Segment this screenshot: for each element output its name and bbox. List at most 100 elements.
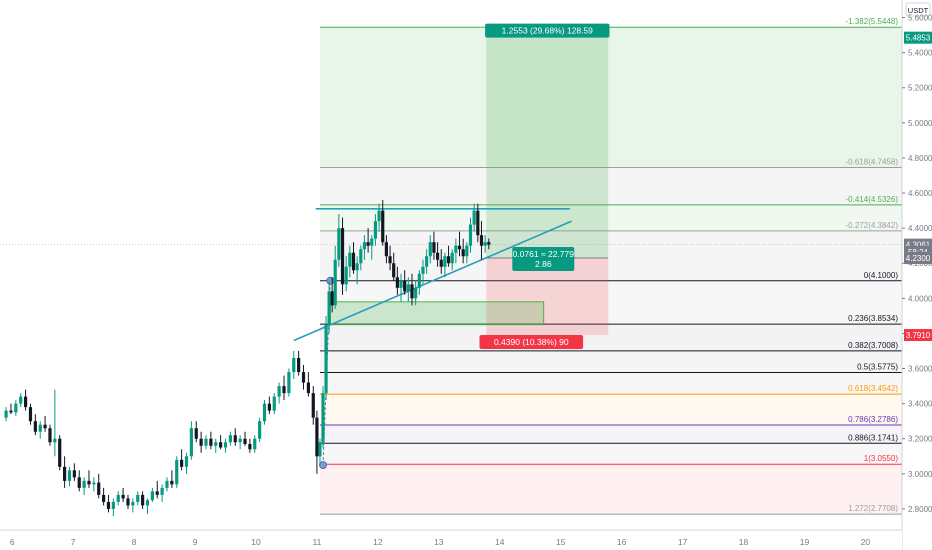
candle-body — [23, 396, 28, 408]
fib-zone — [319, 372, 903, 395]
candle-body — [204, 438, 208, 446]
fib-zone — [319, 443, 903, 465]
candle-body — [384, 242, 388, 257]
candle-body — [238, 438, 242, 443]
candle-body — [414, 287, 418, 299]
candle-body — [223, 442, 228, 448]
price-tick-label: 4.8000 — [908, 154, 932, 163]
candle-body — [72, 470, 76, 478]
time-tick-label: 12 — [373, 537, 383, 547]
time-tick-label: 18 — [739, 537, 749, 547]
candle-body — [175, 459, 179, 485]
candle-body — [184, 456, 189, 467]
entry-label: 0.0761 ≈ 22.779 — [513, 249, 575, 259]
candle-body — [189, 428, 193, 457]
candle-body — [53, 438, 57, 443]
price-tick-label: 5.4000 — [908, 49, 932, 58]
candle-body — [355, 263, 359, 271]
trend-drawings[interactable] — [293, 208, 572, 470]
candle-body — [327, 291, 331, 325]
candle-body — [102, 494, 106, 502]
candle-body — [272, 396, 276, 411]
fib-level-label: 0.5(3.5775) — [857, 362, 898, 371]
candle-body — [228, 435, 232, 443]
candle-body — [395, 277, 399, 288]
fib-zone — [319, 230, 903, 281]
candle-body — [483, 242, 487, 246]
time-tick-label: 6 — [10, 537, 15, 547]
fib-level-label: 0.786(3.2786) — [848, 415, 898, 424]
price-tick-label: 5.0000 — [908, 119, 932, 128]
candle-body — [194, 428, 198, 439]
candle-body — [421, 266, 425, 274]
time-axis[interactable]: 6 7 8 9 10 11 12 13 14 15 16 17 18 19 20 — [0, 529, 902, 550]
fibonacci-zone-fills — [319, 27, 903, 515]
fib-zone — [319, 424, 903, 444]
candle-body — [150, 491, 154, 501]
fibonacci-retracement[interactable]: -1.382(5.5448) -0.618(4.7458) -0.414(4.532… — [319, 17, 902, 515]
candle-body — [392, 263, 396, 278]
price-tick-label: 3.6000 — [908, 365, 932, 374]
price-axis-bg — [902, 0, 932, 550]
fib-level-label: -0.414(4.5326) — [846, 195, 899, 204]
fib-level-label: 1.272(2.7708) — [848, 504, 898, 513]
time-tick-label: 19 — [800, 537, 810, 547]
candle-body — [106, 501, 111, 509]
target-label: 1.2553 (29.68%) 128.59 — [502, 26, 593, 36]
candle-body — [4, 410, 8, 418]
candle-body — [292, 358, 296, 373]
long-position-tool[interactable] — [486, 37, 609, 336]
target-label-bg — [485, 23, 610, 38]
price-label-bg — [904, 329, 932, 342]
candle-body — [465, 245, 469, 257]
candle-body — [362, 242, 367, 250]
time-tick-label: 20 — [861, 537, 871, 547]
price-tick-label: 3.2000 — [908, 435, 932, 444]
price-label-bg — [904, 251, 932, 264]
currency-box — [905, 2, 931, 17]
candle-body — [388, 256, 392, 264]
candle-body — [33, 421, 37, 432]
candle-body — [472, 210, 476, 225]
candle-body — [67, 470, 72, 481]
candle-body — [219, 442, 223, 448]
candle-body — [311, 393, 315, 418]
candle-body — [121, 494, 125, 499]
support-trendline — [293, 220, 572, 342]
candle-body — [324, 324, 328, 394]
candle-body — [432, 242, 436, 253]
candle-body — [282, 386, 286, 394]
candle-body — [337, 228, 341, 260]
candle-body — [136, 494, 140, 502]
fib-zone — [319, 167, 903, 205]
time-tick-label: 13 — [434, 537, 444, 547]
candle-body — [425, 256, 429, 267]
candle-body — [399, 280, 403, 288]
price-tick-label: 3.0000 — [908, 470, 932, 479]
fib-level-label: -0.618(4.7458) — [846, 157, 899, 166]
candle-body — [14, 403, 18, 413]
candle-body — [287, 372, 291, 394]
candle-body — [116, 494, 120, 502]
candle-body — [417, 273, 421, 288]
stop-label: 0.4390 (10.38%) 90 — [494, 337, 569, 347]
candle-body — [403, 280, 407, 292]
candle-body — [439, 259, 443, 267]
time-tick-label: 16 — [617, 537, 627, 547]
price-tick-label: 3.4000 — [908, 400, 932, 409]
candle-body — [199, 438, 203, 446]
candle-body — [58, 438, 62, 467]
position-labels: 1.2553 (29.68%) 128.59 0.0761 ≈ 22.7792.8… — [479, 23, 610, 350]
candle-body — [351, 252, 356, 271]
price-label: 5.4853 — [906, 34, 931, 43]
candle-body — [406, 284, 410, 292]
candle-body — [435, 252, 440, 260]
candle-body — [77, 477, 81, 488]
fib-zone — [319, 394, 903, 425]
candle-body — [454, 245, 458, 253]
candle-body — [443, 256, 447, 267]
candle-body — [373, 221, 378, 239]
fib-anchor-high — [326, 276, 335, 285]
